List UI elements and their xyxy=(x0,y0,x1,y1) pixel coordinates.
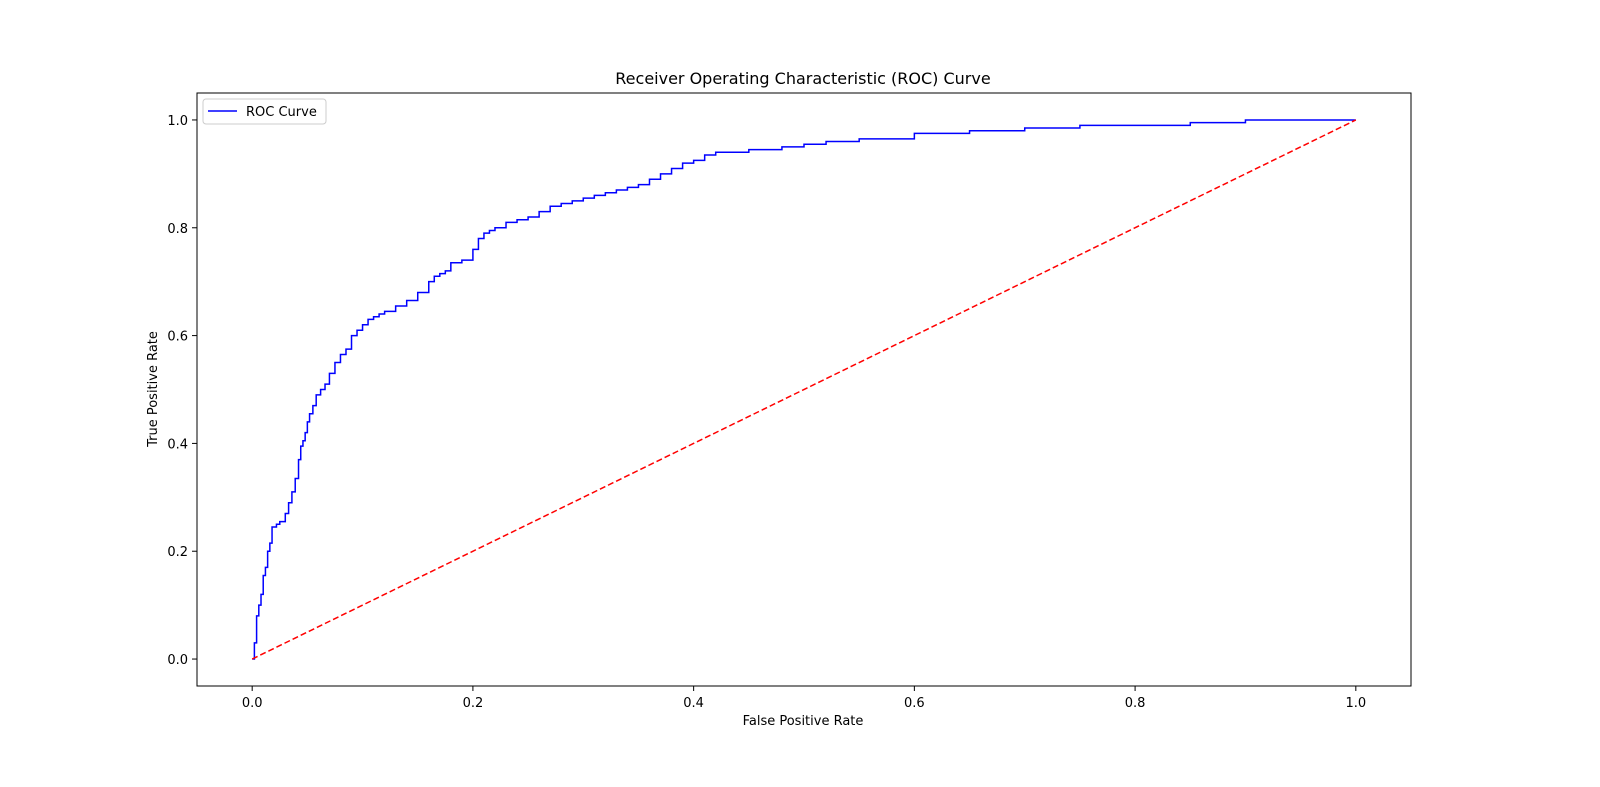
legend: ROC Curve xyxy=(202,98,327,125)
y-axis-label: True Positive Rate xyxy=(146,331,161,448)
x-axis: 0.0 0.2 0.4 0.6 0.8 1.0 xyxy=(242,686,1366,711)
x-tick-label: 0.2 xyxy=(463,696,484,711)
y-tick-label: 1.0 xyxy=(167,114,188,129)
series-line-chance-diagonal xyxy=(251,119,1357,660)
plot-area xyxy=(251,119,1357,660)
x-tick-label: 0.8 xyxy=(1125,696,1146,711)
series-line-roc-curve xyxy=(252,119,1356,660)
legend-box xyxy=(202,98,327,125)
chart-title: Receiver Operating Characteristic (ROC) … xyxy=(615,69,990,88)
plot-frame xyxy=(196,92,1412,687)
y-tick-label: 0.0 xyxy=(167,653,188,668)
x-tick-label: 0.4 xyxy=(683,696,704,711)
x-tick-label: 0.0 xyxy=(242,696,263,711)
y-tick-label: 0.2 xyxy=(167,545,188,560)
x-axis-label: False Positive Rate xyxy=(743,714,864,729)
x-tick-label: 0.6 xyxy=(904,696,925,711)
x-tick-label: 1.0 xyxy=(1345,696,1366,711)
y-tick-label: 0.8 xyxy=(167,222,188,237)
y-tick-label: 0.6 xyxy=(167,330,188,345)
y-tick-label: 0.4 xyxy=(167,437,188,452)
legend-label-roc-curve: ROC Curve xyxy=(246,105,317,120)
y-axis: 0.0 0.2 0.4 0.6 0.8 1.0 xyxy=(167,114,197,668)
